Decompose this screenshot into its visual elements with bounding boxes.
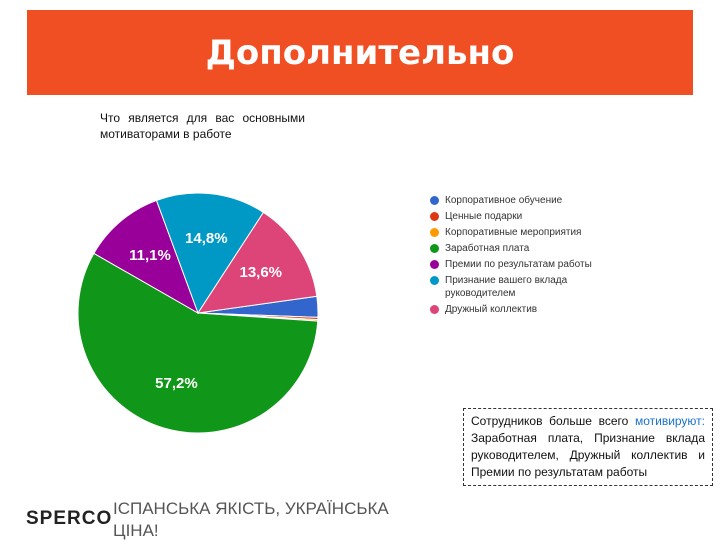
legend-item: Корпоративные мероприятия bbox=[430, 226, 610, 239]
legend-swatch bbox=[430, 196, 439, 205]
legend-label: Премии по результатам работы bbox=[445, 259, 592, 270]
legend-swatch bbox=[430, 276, 439, 285]
note-box: Сотрудников больше всего мотивируют: Зар… bbox=[463, 408, 713, 486]
note-text: Сотрудников больше всего bbox=[471, 414, 635, 428]
slice-label: 14,8% bbox=[185, 230, 228, 247]
note-highlight: мотивируют: bbox=[634, 414, 705, 428]
slice-label: 13,6% bbox=[239, 264, 282, 281]
legend-item: Премии по результатам работы bbox=[430, 258, 610, 271]
legend-label: Заработная плата bbox=[445, 243, 530, 254]
legend-label: Корпоративные мероприятия bbox=[445, 227, 582, 238]
legend: Корпоративное обучение Ценные подарки Корп… bbox=[430, 194, 610, 319]
legend-label: Корпоративное обучение bbox=[445, 195, 563, 206]
question: Что является для вас основными мотиватор… bbox=[100, 111, 305, 141]
legend-swatch bbox=[430, 212, 439, 221]
legend-swatch bbox=[430, 244, 439, 253]
legend-swatch bbox=[430, 305, 439, 314]
note-text: Заработная плата, Признание вклада руков… bbox=[471, 431, 705, 479]
header-band: Дополнительно bbox=[27, 10, 693, 95]
pie-slice bbox=[196, 211, 318, 314]
legend-label: Ценные подарки bbox=[445, 211, 523, 222]
pie-slice bbox=[93, 199, 199, 315]
legend-swatch bbox=[430, 260, 439, 269]
title: Дополнительно bbox=[205, 32, 515, 73]
legend-item: Заработная плата bbox=[430, 242, 610, 255]
logo: SPERCO bbox=[26, 508, 113, 529]
pie-slice bbox=[155, 192, 265, 315]
legend-label: Дружный коллектив bbox=[445, 304, 538, 315]
legend-label: Признание вашего вклада руководителем bbox=[445, 275, 568, 299]
slice-label: 11,1% bbox=[129, 247, 171, 264]
slogan: ІСПАНСЬКА ЯКІСТЬ, УКРАЇНСЬКА ЦІНА! bbox=[113, 499, 389, 540]
legend-item: Признание вашего вклада руководителем bbox=[430, 274, 610, 300]
slice-label: 57,2% bbox=[155, 375, 198, 392]
legend-item: Корпоративное обучение bbox=[430, 194, 610, 207]
legend-item: Ценные подарки bbox=[430, 210, 610, 223]
pie-slice bbox=[77, 252, 319, 434]
legend-item: Дружный коллектив bbox=[430, 303, 610, 316]
legend-swatch bbox=[430, 228, 439, 237]
